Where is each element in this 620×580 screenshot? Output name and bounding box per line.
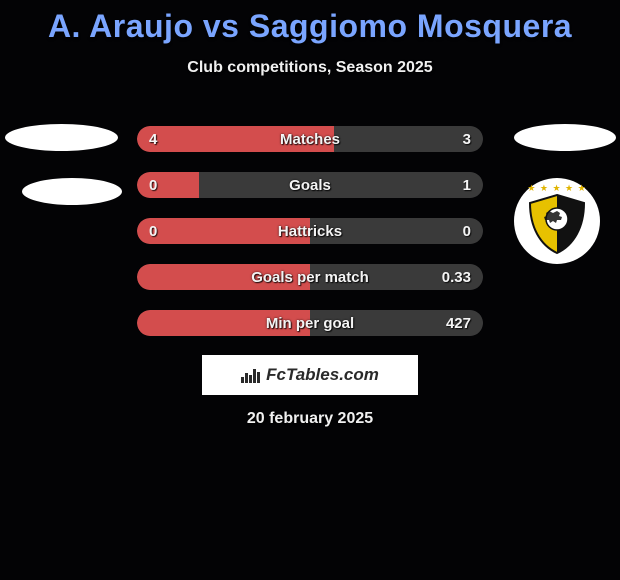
stat-label: Matches xyxy=(137,126,483,152)
stat-row-matches: 4 Matches 3 xyxy=(137,126,483,152)
stat-label: Min per goal xyxy=(137,310,483,336)
stat-row-goals-per-match: Goals per match 0.33 xyxy=(137,264,483,290)
stat-row-goals: 0 Goals 1 xyxy=(137,172,483,198)
stat-right-value: 1 xyxy=(463,172,471,198)
brand-box: FcTables.com xyxy=(202,355,418,395)
page-title: A. Araujo vs Saggiomo Mosquera xyxy=(0,0,620,45)
stat-label: Goals per match xyxy=(137,264,483,290)
stat-right-value: 0 xyxy=(463,218,471,244)
left-player-avatar-placeholder-2 xyxy=(22,178,122,205)
shield-icon xyxy=(526,193,588,255)
stat-right-value: 0.33 xyxy=(442,264,471,290)
stat-label: Goals xyxy=(137,172,483,198)
right-player-avatar-placeholder xyxy=(514,124,616,151)
subtitle: Club competitions, Season 2025 xyxy=(0,59,620,77)
stat-row-hattricks: 0 Hattricks 0 xyxy=(137,218,483,244)
brand-text: FcTables.com xyxy=(266,365,379,385)
stat-right-value: 427 xyxy=(446,310,471,336)
stat-bars: 4 Matches 3 0 Goals 1 0 Hattricks 0 Goal… xyxy=(137,126,483,356)
bar-chart-icon xyxy=(241,367,260,383)
left-player-avatar-placeholder-1 xyxy=(5,124,118,151)
comparison-card: A. Araujo vs Saggiomo Mosquera Club comp… xyxy=(0,0,620,580)
stat-row-min-per-goal: Min per goal 427 xyxy=(137,310,483,336)
date-label: 20 february 2025 xyxy=(0,410,620,428)
stat-label: Hattricks xyxy=(137,218,483,244)
stat-right-value: 3 xyxy=(463,126,471,152)
right-club-badge: ★ ★ ★ ★ ★ xyxy=(514,178,600,264)
